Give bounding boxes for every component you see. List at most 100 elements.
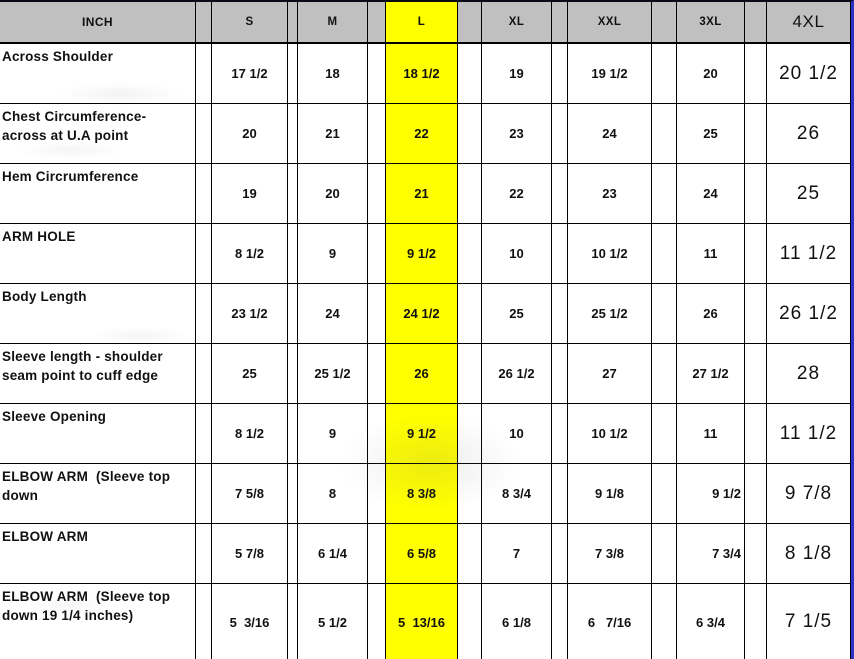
- spacer-cell: [368, 404, 386, 464]
- spacer-cell: [552, 44, 568, 104]
- spacer-cell: [745, 344, 767, 404]
- spacer-cell: [458, 164, 482, 224]
- spacer-cell: [368, 224, 386, 284]
- value-cell: 5 1/2: [298, 584, 368, 659]
- spacer-cell: [458, 524, 482, 584]
- row-label: Across Shoulder: [0, 44, 196, 104]
- row-label: Hem Circrumference: [0, 164, 196, 224]
- spacer-cell: [196, 164, 212, 224]
- value-cell-highlighted: 9 1/2: [386, 404, 458, 464]
- value-cell: 9: [298, 404, 368, 464]
- row-label: ARM HOLE: [0, 224, 196, 284]
- value-cell: 7 3/4: [677, 524, 745, 584]
- spacer-cell: [458, 104, 482, 164]
- spacer-cell: [552, 404, 568, 464]
- value-cell: 17 1/2: [212, 44, 288, 104]
- spacer-cell: [745, 284, 767, 344]
- row-label: Body Length: [0, 284, 196, 344]
- value-cell: 5 3/16: [212, 584, 288, 659]
- spacer-cell: [552, 344, 568, 404]
- value-cell-4xl: 11 1/2: [767, 224, 851, 284]
- value-cell: 23: [568, 164, 652, 224]
- value-cell: 21: [298, 104, 368, 164]
- value-cell: 8: [298, 464, 368, 524]
- spacer-cell: [745, 524, 767, 584]
- value-cell: 25: [677, 104, 745, 164]
- row-label: ELBOW ARM: [0, 524, 196, 584]
- value-cell-4xl: 26: [767, 104, 851, 164]
- row-label: ELBOW ARM (Sleeve top down 19 1/4 inches…: [0, 584, 196, 659]
- spacer-cell: [552, 584, 568, 659]
- value-cell-4xl: 25: [767, 164, 851, 224]
- spacer-cell: [196, 104, 212, 164]
- spacer-cell: [552, 104, 568, 164]
- spacer-cell: [288, 524, 298, 584]
- value-cell-highlighted: 8 3/8: [386, 464, 458, 524]
- value-cell-highlighted: 6 5/8: [386, 524, 458, 584]
- spacer-cell: [368, 524, 386, 584]
- value-cell-4xl: 20 1/2: [767, 44, 851, 104]
- spacer-cell: [196, 404, 212, 464]
- value-cell: 9 1/8: [568, 464, 652, 524]
- value-cell: 8 1/2: [212, 404, 288, 464]
- value-cell-highlighted: 18 1/2: [386, 44, 458, 104]
- value-cell-highlighted: 5 13/16: [386, 584, 458, 659]
- spacer-cell: [652, 344, 677, 404]
- value-cell-4xl: 8 1/8: [767, 524, 851, 584]
- value-cell: 11: [677, 224, 745, 284]
- value-cell-4xl: 28: [767, 344, 851, 404]
- spacer-cell: [288, 344, 298, 404]
- spacer-cell: [288, 224, 298, 284]
- value-cell: 8 1/2: [212, 224, 288, 284]
- spacer-cell: [196, 524, 212, 584]
- value-cell: 25: [482, 284, 552, 344]
- spacer-cell: [745, 2, 767, 44]
- spacer-cell: [368, 2, 386, 44]
- spacer-cell: [458, 464, 482, 524]
- spacer-cell: [288, 164, 298, 224]
- spacer-cell: [652, 2, 677, 44]
- spacer-cell: [458, 344, 482, 404]
- spacer-cell: [652, 284, 677, 344]
- value-cell-highlighted: 22: [386, 104, 458, 164]
- value-cell: 24: [568, 104, 652, 164]
- spacer-cell: [458, 2, 482, 44]
- spacer-cell: [368, 164, 386, 224]
- spacer-cell: [652, 464, 677, 524]
- spacer-cell: [745, 164, 767, 224]
- spacer-cell: [368, 104, 386, 164]
- spacer-cell: [368, 284, 386, 344]
- value-cell: 10 1/2: [568, 224, 652, 284]
- spacer-cell: [458, 584, 482, 659]
- spacer-cell: [552, 164, 568, 224]
- spacer-cell: [745, 404, 767, 464]
- value-cell: 10: [482, 224, 552, 284]
- spacer-cell: [368, 44, 386, 104]
- spacer-cell: [745, 224, 767, 284]
- spacer-cell: [652, 44, 677, 104]
- spacer-cell: [368, 344, 386, 404]
- value-cell: 26: [677, 284, 745, 344]
- spacer-cell: [196, 224, 212, 284]
- spacer-cell: [652, 524, 677, 584]
- spacer-cell: [368, 584, 386, 659]
- value-cell: 8 3/4: [482, 464, 552, 524]
- spacer-cell: [196, 44, 212, 104]
- spacer-cell: [288, 104, 298, 164]
- value-cell: 19: [212, 164, 288, 224]
- value-cell: 20: [212, 104, 288, 164]
- col-header-xxl: XXL: [568, 2, 652, 44]
- value-cell: 10: [482, 404, 552, 464]
- value-cell: 6 3/4: [677, 584, 745, 659]
- spacer-cell: [652, 584, 677, 659]
- value-cell: 19 1/2: [568, 44, 652, 104]
- col-header-4xl: 4XL: [767, 2, 851, 44]
- value-cell: 20: [298, 164, 368, 224]
- col-header-m: M: [298, 2, 368, 44]
- spacer-cell: [652, 404, 677, 464]
- value-cell: 20: [677, 44, 745, 104]
- value-cell: 26 1/2: [482, 344, 552, 404]
- spacer-cell: [196, 464, 212, 524]
- spacer-cell: [652, 224, 677, 284]
